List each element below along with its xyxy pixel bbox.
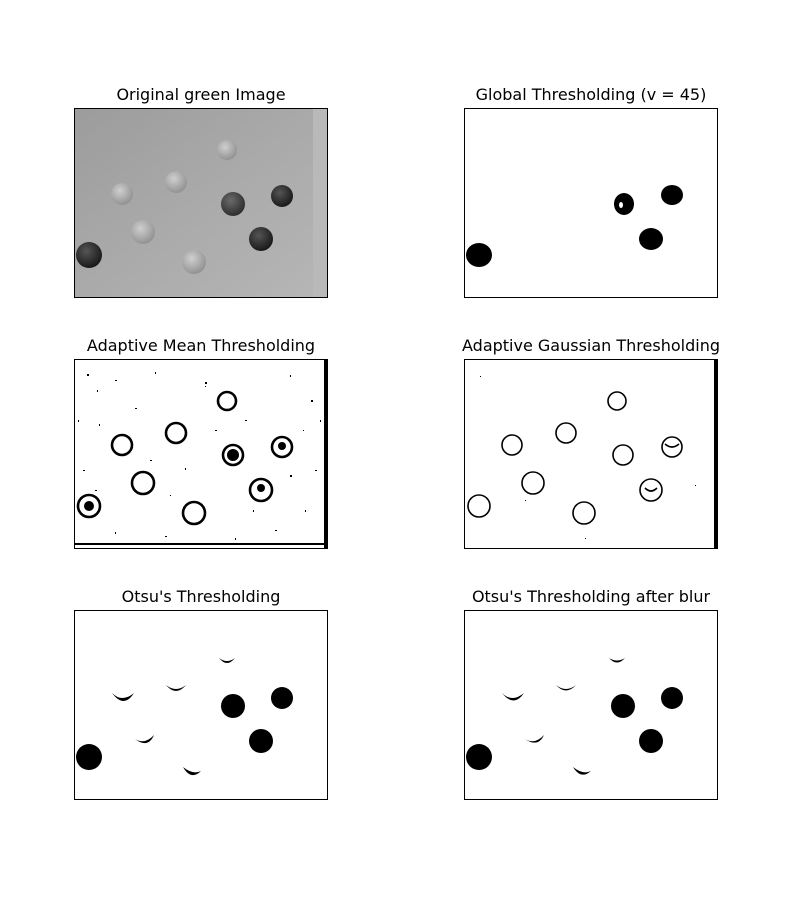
adaptive-mean-image — [75, 360, 327, 548]
original-grayscale-image — [75, 109, 327, 297]
image-otsu-blur — [464, 610, 718, 800]
otsu-image — [75, 611, 327, 799]
otsu-blur-image — [465, 611, 717, 799]
panel-title-otsu-blur: Otsu's Thresholding after blur — [471, 587, 711, 606]
image-adaptive-mean — [74, 359, 328, 549]
panel-title-global: Global Thresholding (v = 45) — [475, 85, 707, 104]
panel-title-original: Original green Image — [116, 85, 286, 104]
adaptive-gaussian-image — [465, 360, 717, 548]
image-original — [74, 108, 328, 298]
image-adaptive-gaussian — [464, 359, 718, 549]
image-global-threshold — [464, 108, 718, 298]
global-threshold-image — [465, 109, 717, 297]
image-otsu — [74, 610, 328, 800]
panel-title-otsu: Otsu's Thresholding — [121, 587, 281, 606]
panel-title-adaptive-mean: Adaptive Mean Thresholding — [86, 336, 316, 355]
panel-title-adaptive-gaussian: Adaptive Gaussian Thresholding — [462, 336, 720, 355]
